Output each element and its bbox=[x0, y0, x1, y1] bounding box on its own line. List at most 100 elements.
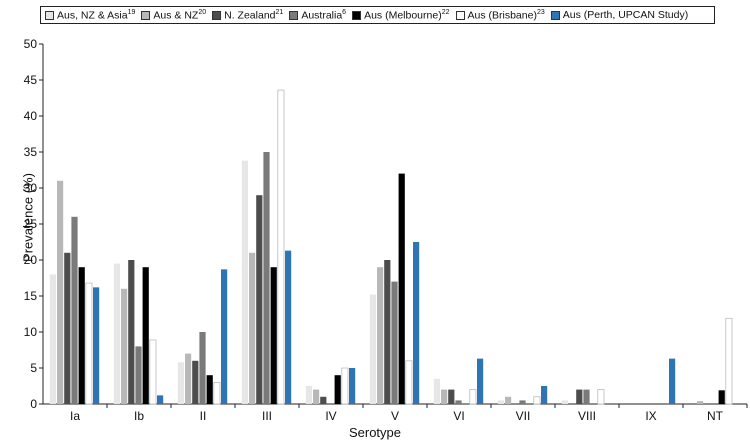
y-tick-label: 50 bbox=[24, 37, 38, 51]
y-tick-label: 15 bbox=[24, 289, 38, 303]
bar bbox=[121, 288, 128, 404]
y-tick-label: 40 bbox=[24, 109, 38, 123]
bar bbox=[206, 375, 213, 404]
y-tick-label: 10 bbox=[24, 325, 38, 339]
bar bbox=[448, 389, 455, 404]
x-tick-label: Ib bbox=[134, 409, 144, 423]
legend-swatch bbox=[141, 10, 151, 20]
bar bbox=[305, 386, 312, 404]
bar bbox=[78, 267, 85, 404]
bar bbox=[277, 89, 285, 405]
bar bbox=[541, 386, 548, 404]
legend-item: Aus, NZ & Asia19 bbox=[45, 8, 136, 22]
x-tick-label: Ia bbox=[70, 409, 80, 423]
bar bbox=[441, 389, 448, 404]
bar bbox=[561, 400, 568, 404]
legend-item: Aus (Melbourne)22 bbox=[352, 8, 450, 22]
legend-item: Aus & NZ20 bbox=[141, 8, 207, 22]
x-tick-label: VIII bbox=[578, 409, 596, 423]
legend-swatch bbox=[455, 10, 465, 20]
bar bbox=[320, 396, 327, 404]
chart-legend: Aus, NZ & Asia19 Aus & NZ20 N. Zealand21 Au… bbox=[40, 6, 715, 24]
bar bbox=[391, 281, 398, 404]
bar bbox=[405, 360, 413, 405]
bar bbox=[725, 317, 733, 405]
bar bbox=[142, 267, 149, 404]
y-tick-label: 5 bbox=[30, 361, 37, 375]
legend-swatch bbox=[550, 10, 560, 20]
bar bbox=[149, 339, 157, 405]
x-tick-label: VII bbox=[516, 409, 531, 423]
legend-label: N. Zealand21 bbox=[224, 8, 284, 22]
bar bbox=[285, 250, 292, 404]
bar bbox=[349, 368, 356, 404]
bar bbox=[57, 180, 64, 404]
legend-swatch bbox=[212, 10, 222, 20]
y-tick-label: 30 bbox=[24, 181, 38, 195]
bar bbox=[334, 375, 341, 404]
x-tick-label: V bbox=[391, 409, 399, 423]
bar bbox=[64, 252, 71, 404]
bar bbox=[256, 195, 263, 404]
legend-item: N. Zealand21 bbox=[212, 8, 284, 22]
bar bbox=[384, 260, 391, 404]
bar bbox=[128, 260, 135, 404]
legend-label: Australia6 bbox=[301, 8, 347, 22]
bar bbox=[249, 252, 256, 404]
bar bbox=[533, 396, 541, 405]
bar bbox=[185, 353, 192, 404]
y-tick-label: 0 bbox=[30, 397, 37, 411]
bar bbox=[597, 389, 605, 405]
bar bbox=[519, 400, 526, 404]
bar bbox=[213, 381, 221, 405]
legend-label: Aus (Perth, UPCAN Study) bbox=[562, 9, 689, 21]
legend-item: Aus (Brisbane)23 bbox=[455, 9, 545, 21]
bar bbox=[93, 287, 100, 404]
bar bbox=[313, 389, 320, 404]
bar bbox=[469, 389, 477, 405]
x-tick-label: III bbox=[262, 409, 272, 423]
y-tick-label: 45 bbox=[24, 73, 38, 87]
x-tick-label: IX bbox=[645, 409, 656, 423]
bar bbox=[477, 358, 484, 404]
bar bbox=[669, 358, 676, 404]
legend-label: Aus (Melbourne)22 bbox=[364, 8, 450, 22]
bar bbox=[71, 216, 78, 404]
bar bbox=[263, 152, 270, 404]
bar bbox=[49, 274, 56, 404]
bar bbox=[157, 395, 164, 404]
bar bbox=[369, 294, 376, 404]
y-tick-label: 20 bbox=[24, 253, 38, 267]
y-tick-label: 25 bbox=[24, 217, 38, 231]
bar bbox=[341, 367, 349, 405]
bar bbox=[135, 346, 142, 404]
bar bbox=[192, 360, 199, 404]
bar bbox=[241, 160, 248, 404]
legend-swatch bbox=[289, 10, 299, 20]
x-tick-label: IV bbox=[325, 409, 336, 423]
legend-swatch bbox=[45, 10, 54, 20]
legend-item: Aus (Perth, UPCAN Study) bbox=[550, 9, 689, 21]
x-tick-label: NT bbox=[707, 409, 724, 423]
legend-label: Aus, NZ & Asia19 bbox=[57, 8, 136, 22]
x-tick-label: II bbox=[200, 409, 207, 423]
y-axis-label: Prevalence (%) bbox=[20, 173, 36, 262]
bar bbox=[413, 242, 420, 404]
bar bbox=[576, 389, 583, 404]
bar bbox=[398, 173, 405, 404]
y-tick-label: 35 bbox=[24, 145, 38, 159]
bar bbox=[221, 269, 228, 404]
legend-label: Aus & NZ20 bbox=[153, 8, 207, 22]
bar bbox=[85, 282, 93, 405]
bar bbox=[377, 267, 384, 404]
bar bbox=[583, 389, 590, 404]
x-axis-label: Serotype bbox=[348, 425, 402, 440]
bar bbox=[113, 263, 120, 404]
legend-swatch bbox=[352, 10, 362, 20]
bar bbox=[497, 400, 504, 404]
bar bbox=[177, 362, 184, 404]
bar bbox=[270, 267, 277, 404]
bar bbox=[433, 378, 440, 404]
bar bbox=[697, 401, 704, 404]
